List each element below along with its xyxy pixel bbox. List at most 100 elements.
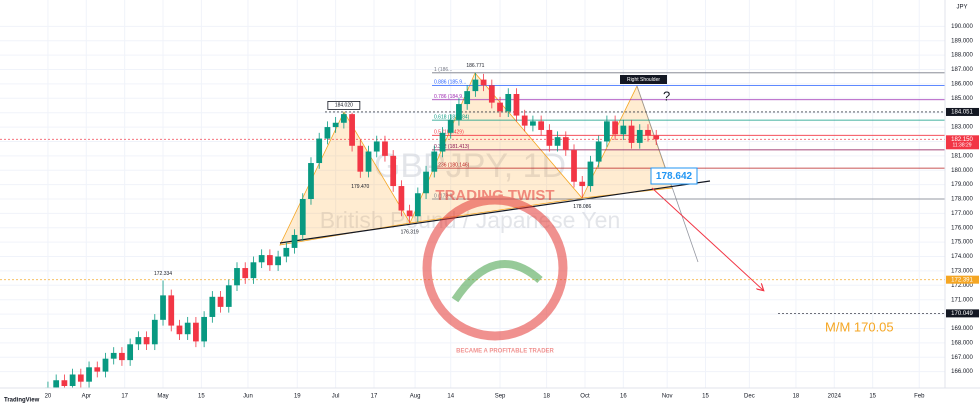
y-tick-label: 169.000	[951, 326, 973, 332]
x-tick-label: 18	[793, 394, 800, 400]
x-tick-label: 15	[702, 394, 709, 400]
y-tick-label: 166.000	[951, 369, 973, 375]
x-tick-label: 2024	[828, 394, 842, 400]
candle-body	[439, 132, 446, 152]
fib-label: 0 (178.0...	[434, 193, 457, 199]
candle-body	[456, 104, 462, 120]
y-tick-label: 189.000	[951, 38, 973, 44]
candle-body	[390, 155, 397, 187]
x-tick-label: 16	[620, 394, 627, 400]
x-tick-label: Apr	[82, 394, 91, 400]
candle-body	[513, 93, 520, 116]
question-mark: ?	[663, 88, 670, 103]
y-tick-label: 173.000	[951, 269, 973, 275]
candle-body	[217, 296, 224, 307]
fib-label: 1 (186...	[434, 67, 452, 73]
candle-body	[119, 352, 125, 361]
candle-body	[530, 121, 536, 126]
candle-body	[447, 119, 454, 133]
pivot-label: 179.470	[351, 184, 369, 190]
y-tick-label: 177.000	[951, 211, 973, 217]
x-tick-label: Dec	[744, 394, 755, 400]
fib-label: 0.236 (180.146)	[434, 162, 470, 168]
candle-body	[587, 161, 594, 187]
candle-body	[497, 102, 503, 112]
price-level-box	[946, 309, 979, 318]
candle-body	[184, 322, 191, 335]
x-tick-label: Sep	[495, 394, 506, 400]
candle-body	[340, 114, 347, 123]
candle-body	[365, 151, 372, 172]
candle-body	[488, 85, 495, 103]
currency: JPY	[956, 5, 967, 11]
candle-body	[357, 145, 364, 172]
candle-body	[604, 121, 610, 142]
candle-body	[538, 121, 545, 130]
candle-body	[579, 181, 586, 187]
candle-body	[308, 163, 314, 199]
x-tick-label: Oct	[580, 394, 590, 400]
candle-body	[160, 295, 166, 320]
candle-body	[431, 151, 438, 172]
y-tick-label: 183.000	[951, 125, 973, 131]
x-tick-label: Nov	[662, 394, 673, 400]
x-tick-label: 18	[543, 394, 550, 400]
candle-body	[480, 79, 487, 86]
candle-body	[546, 129, 553, 146]
candle-body	[135, 337, 142, 345]
y-tick-label: 188.000	[951, 53, 973, 59]
candle-body	[382, 141, 388, 156]
logo-swoosh	[451, 260, 543, 303]
x-tick-label: Aug	[410, 394, 421, 400]
y-tick-label: 168.000	[951, 340, 973, 346]
x-tick-label: 15	[198, 394, 205, 400]
y-tick-label: 187.000	[951, 67, 973, 73]
candle-body	[110, 352, 117, 359]
y-tick-label: 179.000	[951, 182, 973, 188]
pivot-box	[327, 101, 361, 110]
pivot-label: 184.020	[335, 103, 353, 109]
price-level-label: 170.049	[951, 311, 973, 317]
y-tick-label: 171.000	[951, 297, 973, 303]
candle-body	[267, 255, 273, 266]
candle-body	[176, 325, 183, 335]
candle-body	[291, 234, 298, 248]
pivot-label: 172.334	[154, 271, 172, 277]
candle-body	[332, 122, 339, 128]
logo-ring	[422, 195, 568, 341]
candle-body	[275, 256, 281, 266]
candle-body	[472, 79, 479, 92]
target-arrow	[651, 187, 763, 290]
candle-body	[250, 262, 257, 279]
x-tick-label: Jun	[243, 394, 253, 400]
pivot-label: 186.771	[466, 63, 484, 69]
price-level-box	[946, 107, 979, 116]
candle-body	[406, 210, 413, 217]
watermark-title: GBPJPY, 1D	[374, 147, 566, 185]
pivot-label: 178.086	[573, 204, 591, 210]
y-tick-label: 167.000	[951, 355, 973, 361]
candle-body	[398, 186, 405, 211]
candle-body	[464, 91, 471, 105]
y-tick-label: 174.000	[951, 254, 973, 260]
y-tick-label: 178.000	[951, 197, 973, 203]
candle-body	[562, 137, 569, 151]
candle-body	[423, 171, 429, 194]
candle-body	[168, 295, 175, 326]
x-tick-label: Jul	[332, 394, 340, 400]
candle-body	[349, 114, 355, 146]
candle-body	[571, 150, 577, 182]
candle-body	[612, 121, 618, 135]
right-shoulder-label: Right Shoulder	[627, 77, 660, 83]
candle-body	[127, 344, 134, 361]
fib-label: 0.382 (181.413)	[434, 144, 470, 150]
candle-body	[521, 115, 528, 126]
candle-body	[258, 255, 265, 263]
candle-body	[193, 322, 199, 342]
candle-body	[53, 380, 60, 388]
price-level-label: 184.051	[951, 110, 973, 116]
y-tick-label: 181.000	[951, 153, 973, 159]
fib-label: 0.886 (185.9...	[434, 80, 466, 86]
candle-body	[645, 129, 651, 136]
